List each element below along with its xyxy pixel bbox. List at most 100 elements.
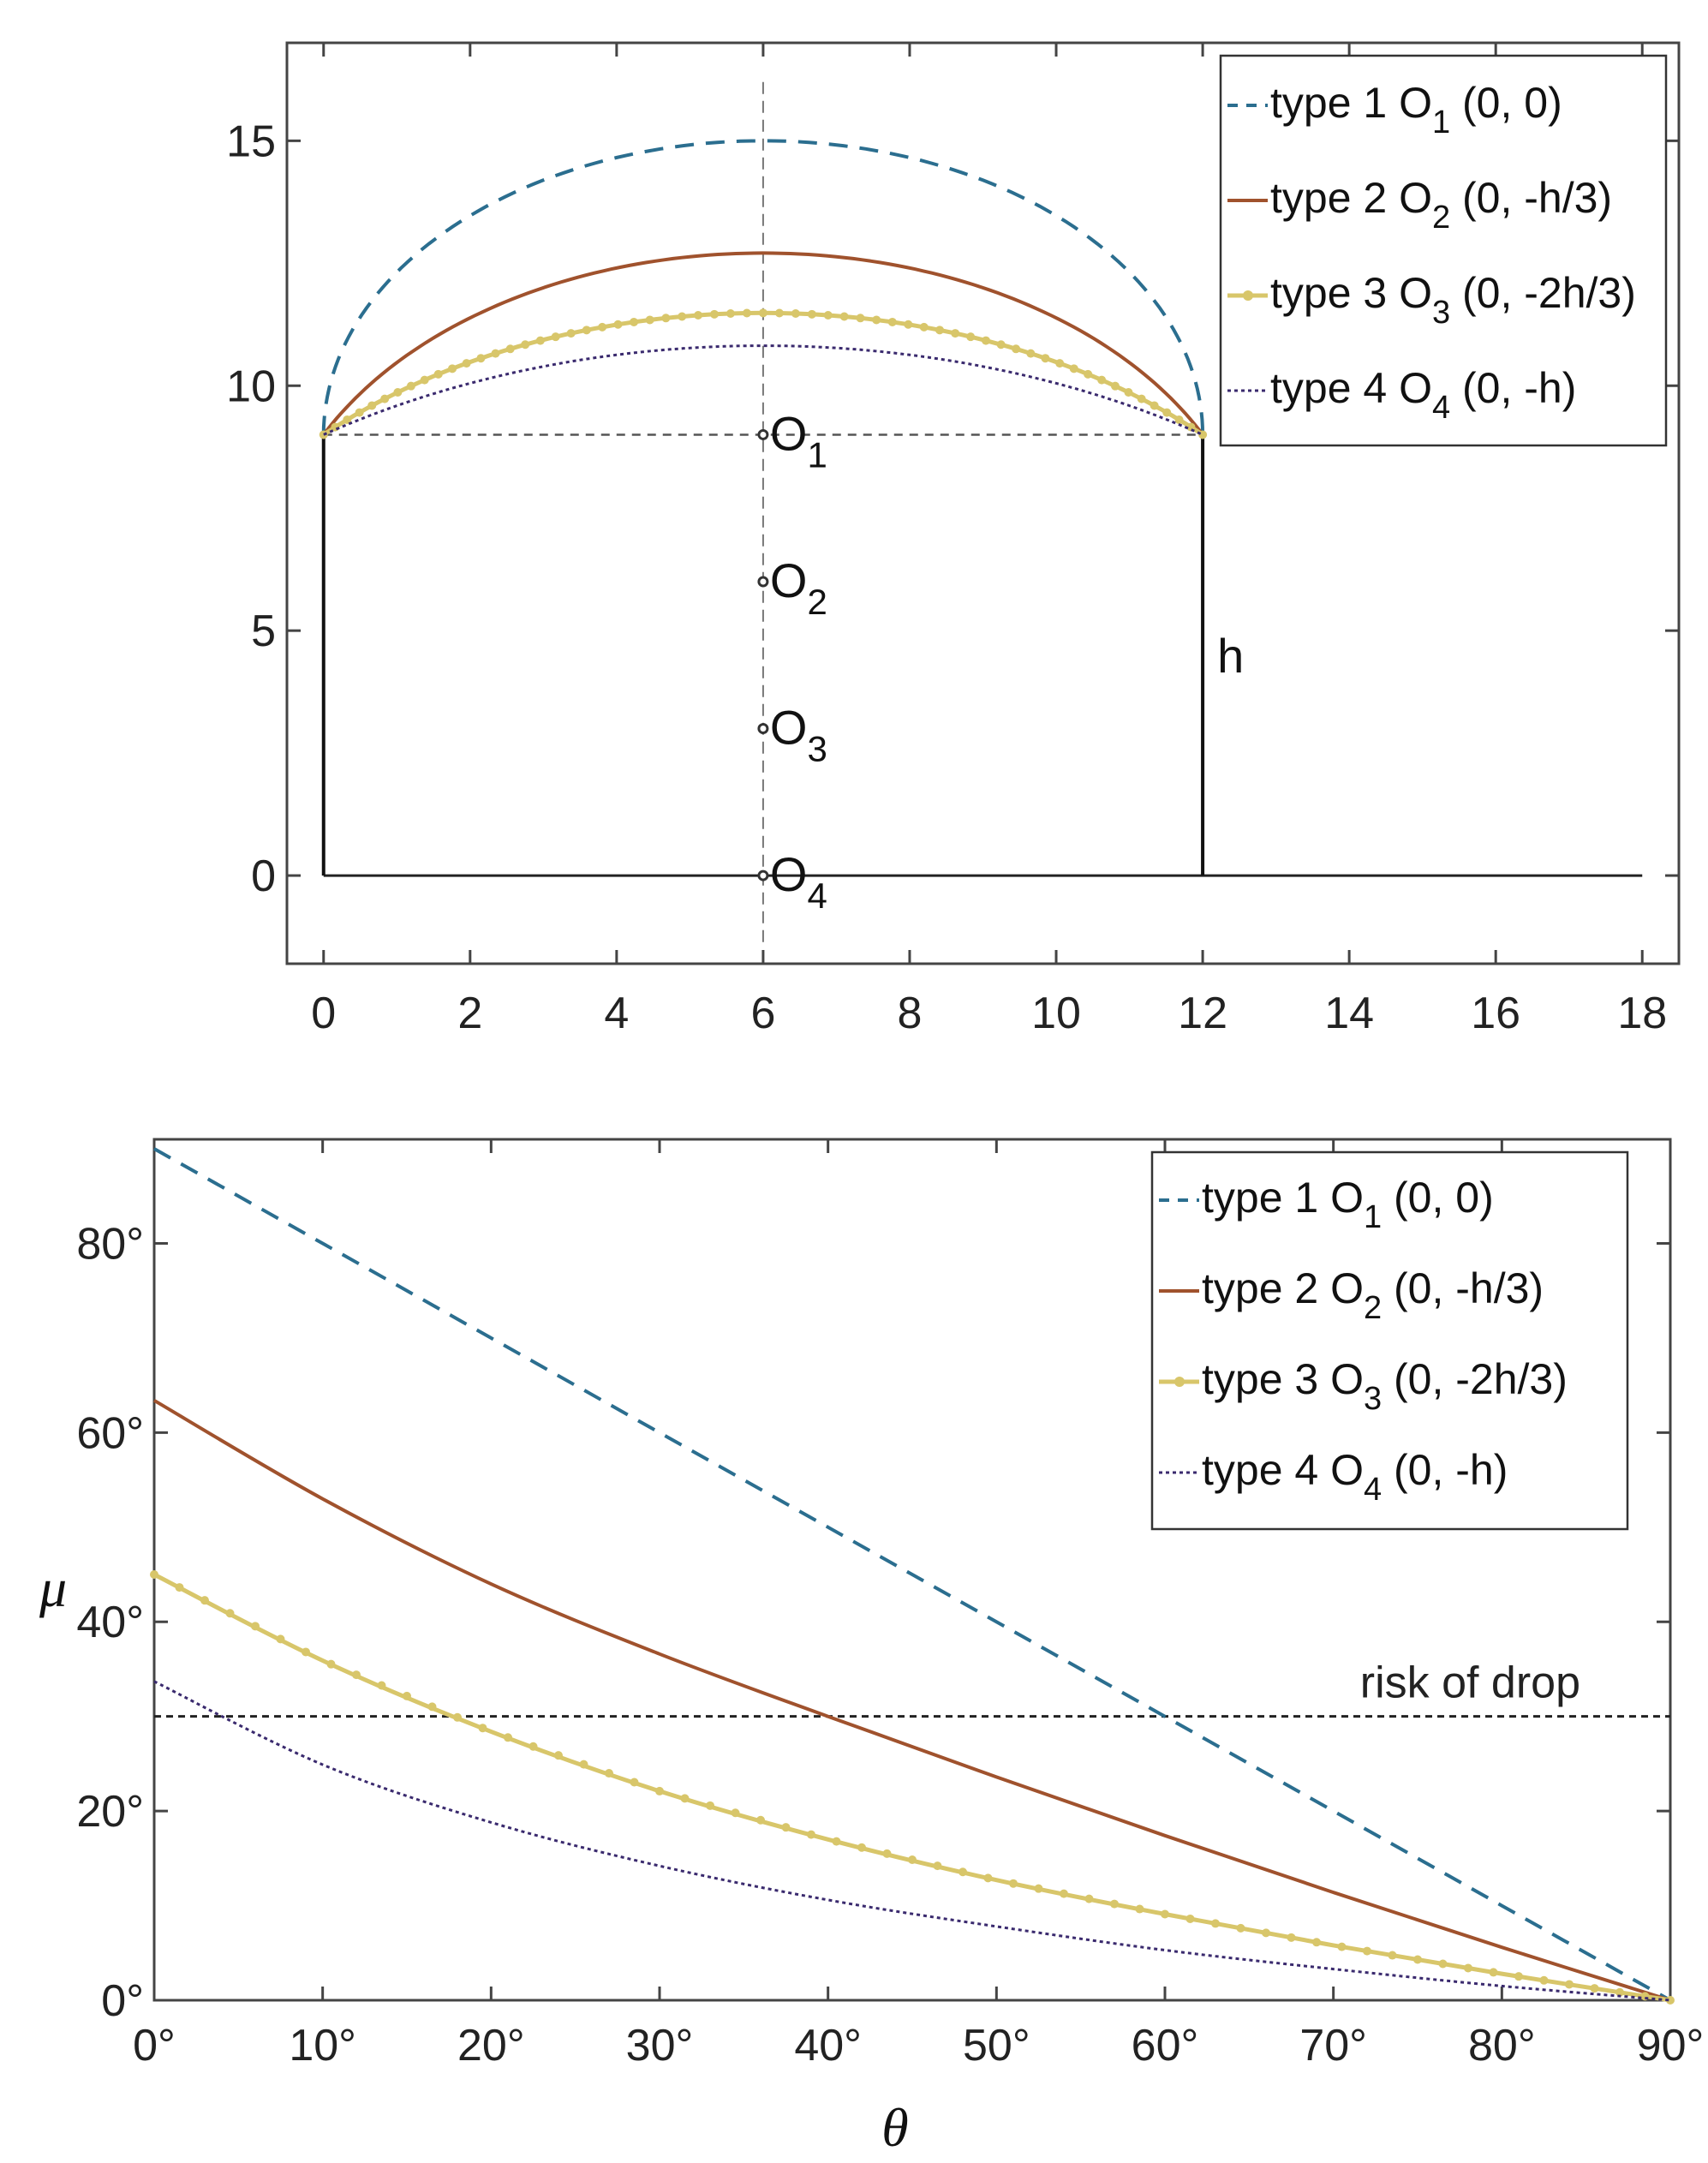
curve-marker-type3: [352, 1670, 361, 1680]
x-tick-label: 2: [457, 989, 482, 1038]
center-label-1: O1: [770, 406, 827, 475]
center-point-2: [757, 576, 769, 588]
arc-marker-type3: [661, 314, 671, 323]
arc-marker-type3: [521, 340, 530, 350]
curve-marker-type3: [529, 1742, 538, 1751]
arc-marker-type3: [582, 326, 591, 335]
x-tick-label: 60°: [1132, 2021, 1199, 2070]
x-tick-label: 30°: [626, 2021, 694, 2070]
curve-marker-type3: [983, 1873, 993, 1883]
x-tick-label: 80°: [1468, 2021, 1536, 2070]
center-points: O1 O2 O3 O4 h: [757, 406, 1244, 916]
arc-marker-type3: [709, 309, 719, 319]
arc-marker-type3: [355, 408, 364, 417]
curve-marker-type3: [1262, 1928, 1270, 1938]
legend-box: [1150, 1150, 1629, 1531]
curve-marker-type3: [1363, 1946, 1371, 1956]
curve-marker-type3: [1060, 1889, 1068, 1898]
curve-marker-type3: [302, 1647, 310, 1657]
curve-marker-type3: [427, 1702, 437, 1712]
curve-marker-type3: [1161, 1909, 1169, 1919]
curve-marker-type3: [731, 1808, 740, 1818]
curve-marker-type3: [251, 1622, 260, 1631]
y-tick-label: 60°: [76, 1408, 144, 1458]
arc-marker-type3: [1137, 394, 1146, 403]
curve-marker-type3: [1185, 1914, 1195, 1923]
arc-marker-type3: [904, 320, 913, 329]
arc-type1: [321, 139, 1205, 435]
curve-marker-type3: [225, 1609, 235, 1618]
center-label-4: O4: [770, 847, 827, 916]
legend-label-type4: type 4 O4 (0, -h): [1270, 364, 1576, 426]
angle-relationship-chart: 0° 10° 20° 30° 40° 50° 60° 70° 80° 90° 0° 20° 40° 60…: [39, 1138, 1705, 2158]
arc-marker-type3: [919, 322, 929, 332]
y-tick-label: 20°: [76, 1787, 144, 1837]
legend-marker-type3: [1174, 1377, 1185, 1387]
curve-marker-type3: [1287, 1933, 1296, 1942]
curve-marker-type3: [1590, 1984, 1599, 1993]
curve-marker-type3: [1388, 1951, 1397, 1960]
x-tick-label: 0°: [133, 2021, 176, 2070]
x-tick-label: 16: [1471, 989, 1520, 1038]
curve-marker-type3: [1565, 1980, 1574, 1989]
x-tick-label: 20°: [457, 2021, 525, 2070]
legend-box: [1219, 54, 1668, 447]
legend-label-type3: type 3 O3 (0, -2h/3): [1202, 1355, 1568, 1417]
curve-type2: [152, 1399, 1671, 2002]
y-axis-label: μ: [39, 1557, 67, 1618]
arc-marker-type3: [823, 310, 833, 320]
curve-marker-type3: [857, 1843, 866, 1852]
x-tick-label: 40°: [794, 2021, 862, 2070]
x-tick-label: 90°: [1637, 2021, 1705, 2070]
arc-marker-type3: [726, 309, 735, 319]
arc-marker-type3: [491, 349, 500, 358]
arc-marker-type3: [742, 308, 751, 318]
legend-label-type1: type 1 O1 (0, 0): [1270, 79, 1562, 140]
arc-marker-type3: [1084, 369, 1093, 379]
arc-marker-type3: [758, 308, 767, 318]
arc-marker-type3: [872, 315, 881, 325]
curve-marker-type3: [1666, 1996, 1675, 2005]
curve-marker-type3: [959, 1867, 967, 1877]
arc-marker-type3: [433, 369, 443, 379]
center-label-3: O3: [770, 701, 827, 769]
arc-marker-type3: [1012, 344, 1021, 354]
chart1-y-ticks: 0 5 10 15: [226, 117, 1679, 901]
curve-marker-type3: [453, 1712, 462, 1722]
risk-label: risk of drop: [1360, 1658, 1580, 1708]
y-tick-label: 0°: [101, 1976, 144, 2026]
x-tick-label: 14: [1324, 989, 1374, 1038]
arc-marker-type3: [420, 375, 429, 385]
risk-threshold: risk of drop: [154, 1658, 1670, 1718]
curve-marker-type3: [150, 1570, 158, 1580]
x-axis-label: θ: [881, 2097, 908, 2158]
arc-type4: [323, 344, 1203, 436]
curve-marker-type3: [1110, 1899, 1119, 1909]
legend-label-type2: type 2 O2 (0, -h/3): [1270, 174, 1612, 236]
arc-marker-type3: [774, 308, 784, 318]
height-label: h: [1217, 629, 1244, 683]
arc-marker-type3: [1110, 381, 1120, 391]
arc-marker-type3: [981, 336, 990, 345]
curve-marker-type3: [1438, 1959, 1448, 1969]
curve-marker-type3: [882, 1849, 892, 1858]
arc-marker-type3: [505, 344, 515, 354]
arc-marker-type3: [1097, 375, 1107, 385]
x-tick-label: 0: [311, 989, 336, 1038]
arc-marker-type3: [406, 381, 415, 391]
curve-type1: [153, 1147, 1671, 2002]
arc-marker-type3: [380, 394, 390, 403]
x-tick-label: 10: [1031, 989, 1081, 1038]
curve-marker-type3: [1413, 1955, 1422, 1964]
legend-marker-type3: [1243, 290, 1253, 301]
curve-marker-type3: [1009, 1879, 1018, 1888]
arc-marker-type3: [1150, 401, 1159, 410]
curve-marker-type3: [706, 1801, 714, 1810]
x-tick-label: 8: [898, 989, 923, 1038]
curve-marker-type3: [1034, 1884, 1043, 1893]
x-tick-label: 4: [604, 989, 629, 1038]
arc-marker-type3: [1041, 354, 1050, 363]
chart2-y-ticks: 0° 20° 40° 60° 80°: [76, 1219, 1670, 2026]
chart1-x-ticks: 0 2 4 6 8 10 12 14 16 18: [311, 43, 1667, 1038]
legend-label-type4: type 4 O4 (0, -h): [1202, 1446, 1508, 1508]
